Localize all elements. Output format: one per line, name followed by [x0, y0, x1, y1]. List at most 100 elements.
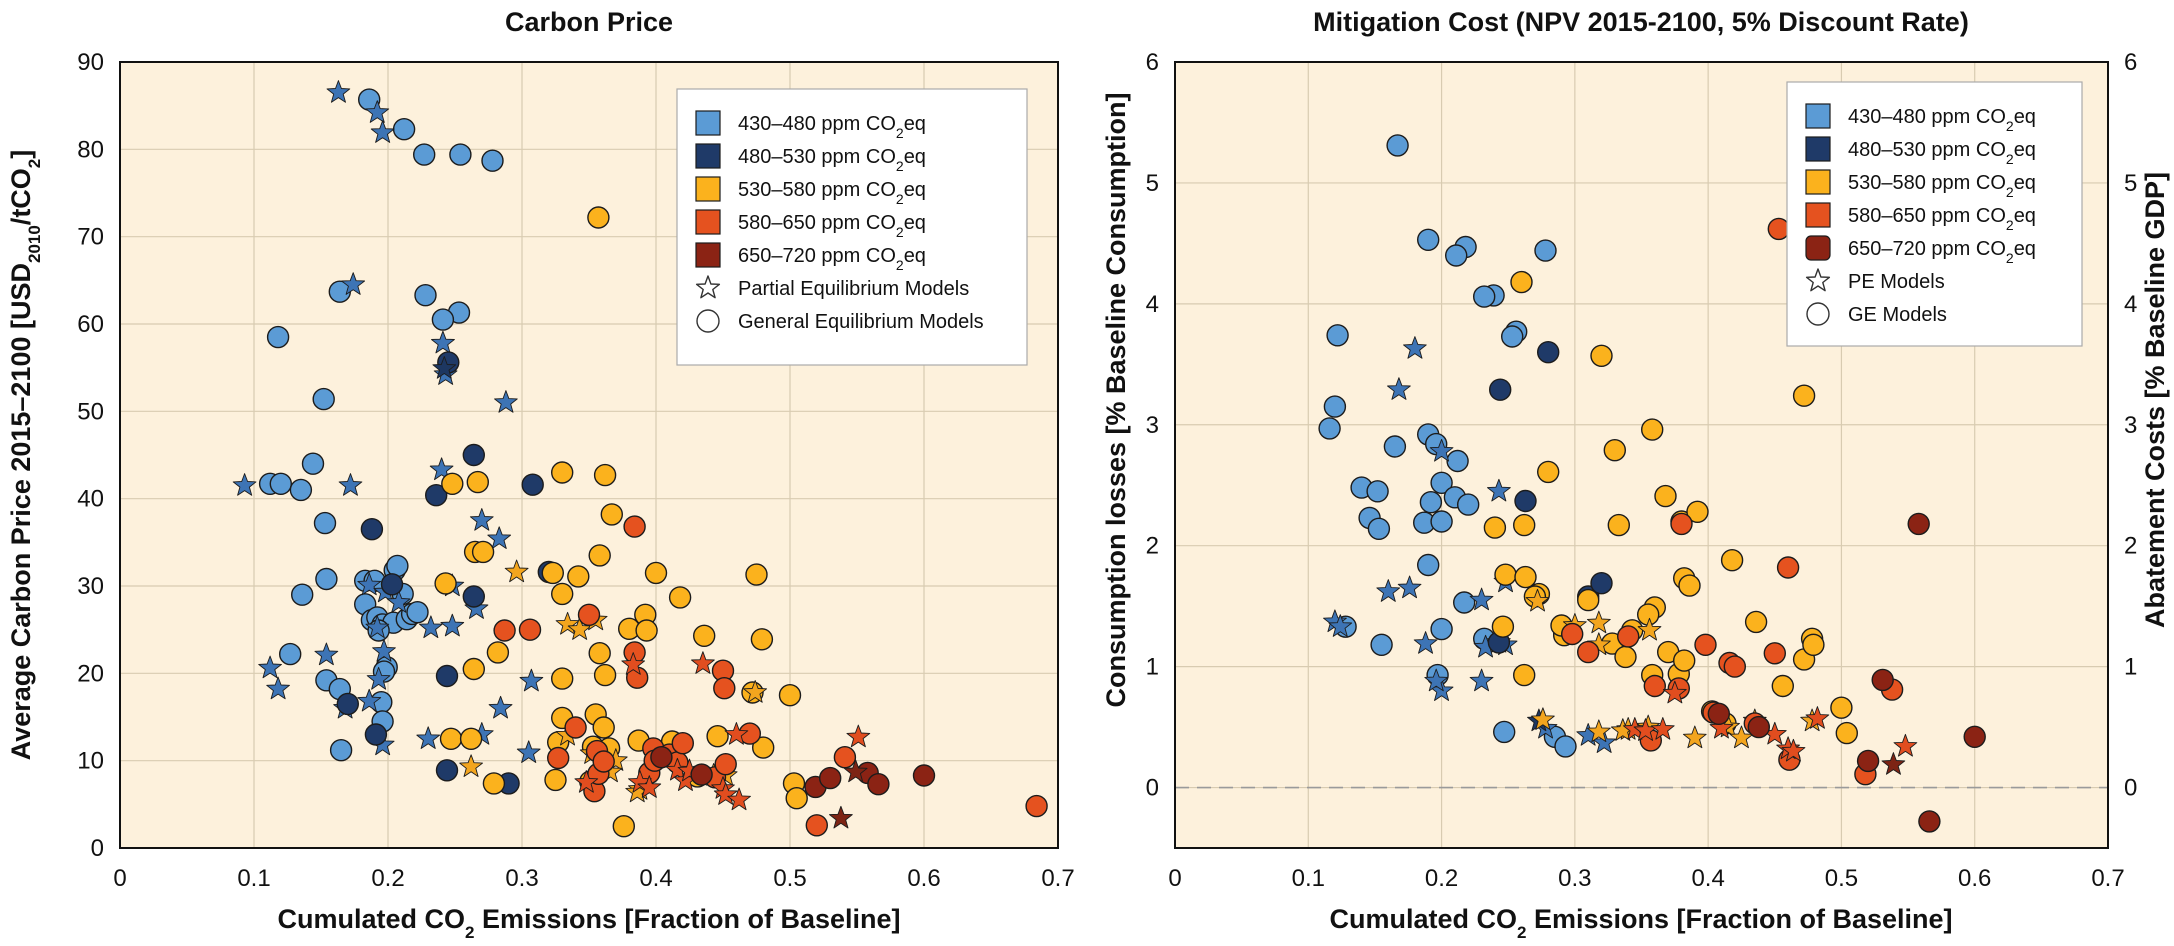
point-580-650-ge	[564, 716, 587, 739]
point-650-720-pe	[843, 759, 868, 783]
grid-lines	[120, 62, 1058, 848]
point-530-580-ge	[1614, 645, 1637, 669]
point-480-530-ge	[462, 585, 485, 608]
point-430-480-pe	[258, 655, 282, 679]
point-530-580-ge	[551, 582, 574, 606]
point-530-580-ge	[1536, 460, 1560, 484]
point-530-580-pe	[459, 754, 483, 777]
point-480-530-pe	[432, 356, 457, 379]
x-tick-label: 0.6	[907, 865, 940, 892]
point-530-580-ge	[1830, 696, 1853, 719]
point-480-530-ge	[364, 723, 388, 746]
point-580-650-ge	[1616, 625, 1640, 648]
point-580-650-ge	[1763, 642, 1787, 665]
legend-marker-430-480	[1805, 103, 1831, 129]
point-530-580-ge	[459, 727, 483, 750]
point-580-650-pe	[665, 757, 690, 781]
point-580-650-pe	[637, 775, 662, 798]
point-530-580-ge	[1802, 633, 1825, 656]
point-430-480-ge	[1452, 591, 1476, 614]
y-tick-label: 2	[1146, 533, 1159, 560]
point-430-480-ge	[1500, 325, 1524, 348]
point-530-580-ge	[551, 461, 574, 484]
point-530-580-ge	[593, 663, 617, 687]
legend-marker-480-530	[695, 143, 721, 169]
point-580-650-pe	[691, 651, 715, 674]
legend-marker-580-650	[1805, 202, 1831, 228]
point-480-530-ge	[1514, 489, 1537, 513]
point-530-580-ge	[1672, 649, 1696, 672]
y-tick-label: 3	[1146, 412, 1159, 439]
point-580-650-pe	[1662, 680, 1687, 704]
point-580-650-pe	[727, 787, 751, 811]
point-530-580-ge	[466, 470, 489, 494]
point-430-480-pe	[232, 473, 257, 496]
point-580-650-ge	[833, 746, 857, 769]
point-430-480-ge	[1430, 471, 1453, 494]
point-430-480-pe	[1387, 377, 1411, 400]
legend-label: General Equilibrium Models	[738, 311, 984, 333]
x-tick-labels: 0 0.1 0.2 0.3 0.4 0.5 0.6 0.7	[1168, 865, 2124, 892]
point-580-650-pe	[1650, 717, 1675, 740]
point-530-580-pe	[1586, 610, 1611, 634]
point-580-650-pe	[846, 724, 871, 748]
legend-marker-430-480	[695, 110, 721, 136]
point-580-650-ge	[518, 618, 542, 641]
point-650-720-ge	[1871, 668, 1894, 692]
point-580-650-pe	[1781, 738, 1806, 762]
point-580-650-ge	[1643, 674, 1667, 698]
point-430-480-pe	[487, 526, 512, 549]
x-tick-label: 0.6	[1958, 865, 1991, 892]
point-580-650-pe	[713, 782, 738, 805]
right-y-tick-label: 6	[2124, 49, 2137, 76]
plot-frame	[1174, 61, 2109, 849]
point-650-720-pe	[1881, 752, 1906, 775]
point-530-580-ge	[1512, 513, 1536, 537]
point-530-580-ge	[785, 787, 808, 810]
chart-title: Mitigation Cost (NPV 2015-2100, 5% Disco…	[1313, 7, 1969, 37]
point-530-580-ge	[1510, 270, 1533, 294]
point-430-480-ge	[1444, 244, 1468, 267]
legend-marker-530-580	[1805, 169, 1831, 195]
point-530-580-ge	[778, 684, 802, 707]
point-430-480-pe	[357, 688, 382, 712]
point-650-720-ge	[1907, 512, 1930, 536]
point-650-720-ge	[1963, 725, 1986, 748]
legend-label: PE Models	[1848, 271, 1945, 293]
point-480-530-ge	[435, 759, 459, 782]
point-530-580-ge	[612, 815, 635, 838]
y-tick-label: 40	[77, 486, 104, 513]
point-480-530-ge	[521, 473, 544, 496]
point-530-580-pe	[1637, 617, 1662, 641]
point-580-650-pe	[621, 652, 646, 675]
point-480-530-ge	[360, 518, 384, 541]
point-530-580-ge	[588, 544, 611, 567]
y-tick-label: 10	[77, 748, 104, 775]
point-530-580-ge	[1835, 721, 1859, 745]
legend-marker-480-530	[1805, 136, 1831, 162]
point-430-480-ge	[1323, 395, 1347, 418]
point-530-580-ge	[1678, 574, 1701, 597]
mitigation-cost-chart: 0 0.1 0.2 0.3 0.4 0.5 0.6 0.7 0 1 2 3 4 5 6 0 1 2 3 4 5 6 M…	[1101, 7, 2170, 942]
point-580-650-ge	[1723, 655, 1747, 678]
point-430-480-pe	[370, 120, 395, 143]
x-tick-label: 0	[113, 865, 126, 892]
x-tick-label: 0	[1168, 865, 1181, 892]
point-430-480-ge	[406, 601, 429, 624]
x-tick-label: 0.4	[639, 865, 672, 892]
x-tick-label: 0.7	[1041, 865, 1074, 892]
y-tick-label: 60	[77, 311, 104, 338]
point-650-720-pe	[829, 805, 853, 829]
point-430-480-pe	[516, 740, 541, 763]
point-530-580-ge	[1686, 500, 1709, 523]
point-530-580-ge	[1607, 513, 1631, 537]
right-y-tick-label: 2	[2124, 533, 2137, 560]
point-650-720-ge	[690, 763, 713, 786]
point-530-580-pe	[1729, 725, 1754, 749]
point-430-480-ge	[1430, 510, 1453, 533]
x-tick-label: 0.2	[1425, 865, 1458, 892]
point-430-480-ge	[386, 554, 409, 578]
y-tick-label: 30	[77, 573, 104, 600]
point-530-580-ge	[1654, 484, 1677, 508]
point-530-580-ge	[1491, 615, 1515, 638]
